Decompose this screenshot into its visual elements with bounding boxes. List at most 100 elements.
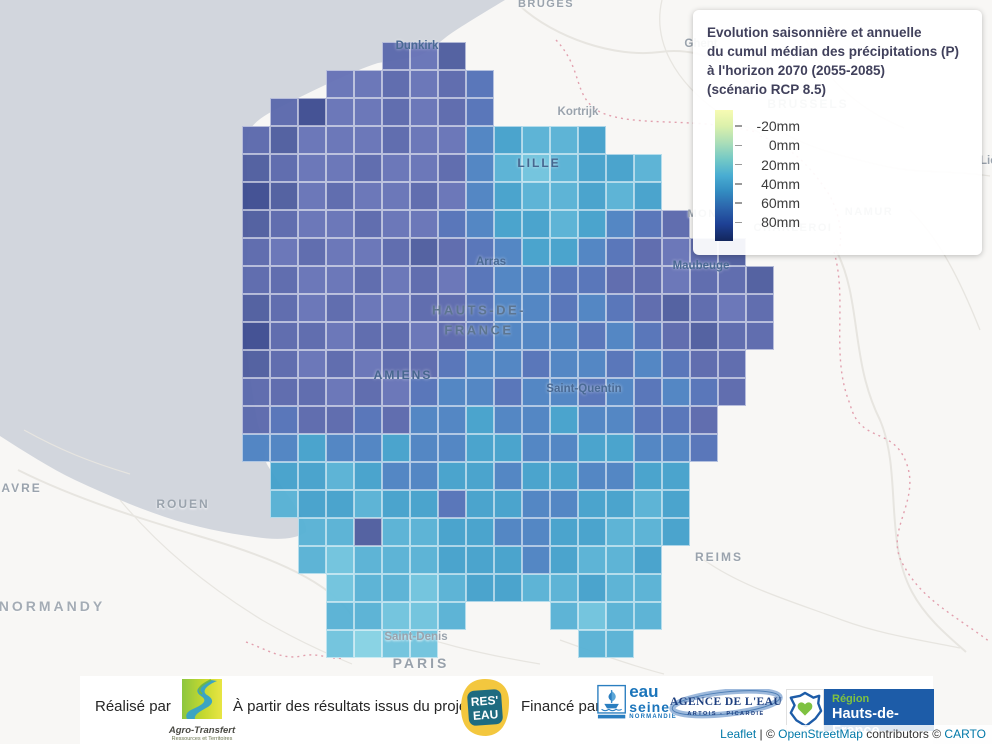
grid-cell[interactable]: [634, 574, 662, 602]
grid-cell[interactable]: [410, 322, 438, 350]
grid-cell[interactable]: [718, 266, 746, 294]
grid-cell[interactable]: [326, 238, 354, 266]
grid-cell[interactable]: [466, 434, 494, 462]
grid-cell[interactable]: [382, 378, 410, 406]
grid-cell[interactable]: [522, 350, 550, 378]
grid-cell[interactable]: [382, 126, 410, 154]
grid-cell[interactable]: [382, 210, 410, 238]
grid-cell[interactable]: [606, 462, 634, 490]
grid-cell[interactable]: [354, 98, 382, 126]
grid-cell[interactable]: [410, 154, 438, 182]
grid-cell[interactable]: [550, 406, 578, 434]
grid-cell[interactable]: [550, 490, 578, 518]
grid-cell[interactable]: [298, 210, 326, 238]
grid-cell[interactable]: [298, 406, 326, 434]
grid-cell[interactable]: [438, 350, 466, 378]
grid-cell[interactable]: [494, 574, 522, 602]
grid-cell[interactable]: [662, 266, 690, 294]
grid-cell[interactable]: [606, 518, 634, 546]
grid-cell[interactable]: [410, 546, 438, 574]
grid-cell[interactable]: [242, 210, 270, 238]
grid-cell[interactable]: [550, 182, 578, 210]
grid-cell[interactable]: [326, 126, 354, 154]
grid-cell[interactable]: [298, 518, 326, 546]
grid-cell[interactable]: [298, 434, 326, 462]
grid-cell[interactable]: [326, 154, 354, 182]
grid-cell[interactable]: [354, 406, 382, 434]
grid-cell[interactable]: [550, 518, 578, 546]
grid-cell[interactable]: [662, 434, 690, 462]
grid-cell[interactable]: [298, 154, 326, 182]
grid-cell[interactable]: [550, 322, 578, 350]
grid-cell[interactable]: [270, 378, 298, 406]
grid-cell[interactable]: [606, 490, 634, 518]
grid-cell[interactable]: [354, 462, 382, 490]
grid-cell[interactable]: [550, 126, 578, 154]
grid-cell[interactable]: [494, 546, 522, 574]
grid-cell[interactable]: [718, 350, 746, 378]
grid-cell[interactable]: [550, 602, 578, 630]
grid-cell[interactable]: [382, 154, 410, 182]
grid-cell[interactable]: [466, 154, 494, 182]
grid-cell[interactable]: [270, 462, 298, 490]
grid-cell[interactable]: [382, 294, 410, 322]
grid-cell[interactable]: [326, 602, 354, 630]
grid-cell[interactable]: [438, 378, 466, 406]
grid-cell[interactable]: [326, 98, 354, 126]
grid-cell[interactable]: [438, 322, 466, 350]
grid-cell[interactable]: [578, 406, 606, 434]
grid-cell[interactable]: [578, 602, 606, 630]
grid-cell[interactable]: [410, 238, 438, 266]
grid-cell[interactable]: [522, 546, 550, 574]
grid-cell[interactable]: [578, 378, 606, 406]
grid-cell[interactable]: [578, 266, 606, 294]
grid-cell[interactable]: [298, 238, 326, 266]
grid-cell[interactable]: [270, 294, 298, 322]
grid-cell[interactable]: [522, 182, 550, 210]
grid-cell[interactable]: [662, 378, 690, 406]
grid-cell[interactable]: [578, 490, 606, 518]
grid-cell[interactable]: [606, 406, 634, 434]
grid-cell[interactable]: [522, 126, 550, 154]
grid-cell[interactable]: [578, 238, 606, 266]
grid-cell[interactable]: [410, 70, 438, 98]
grid-cell[interactable]: [634, 322, 662, 350]
grid-cell[interactable]: [354, 154, 382, 182]
grid-cell[interactable]: [326, 378, 354, 406]
grid-cell[interactable]: [410, 574, 438, 602]
grid-cell[interactable]: [326, 266, 354, 294]
grid-cell[interactable]: [382, 322, 410, 350]
grid-cell[interactable]: [578, 126, 606, 154]
grid-cell[interactable]: [242, 154, 270, 182]
grid-cell[interactable]: [466, 266, 494, 294]
grid-cell[interactable]: [690, 350, 718, 378]
grid-cell[interactable]: [410, 266, 438, 294]
grid-cell[interactable]: [438, 546, 466, 574]
grid-cell[interactable]: [382, 350, 410, 378]
grid-cell[interactable]: [634, 210, 662, 238]
grid-cell[interactable]: [354, 350, 382, 378]
grid-cell[interactable]: [354, 434, 382, 462]
grid-cell[interactable]: [438, 266, 466, 294]
grid-cell[interactable]: [382, 98, 410, 126]
grid-cell[interactable]: [494, 462, 522, 490]
carto-link[interactable]: CARTO: [944, 727, 986, 741]
grid-cell[interactable]: [438, 518, 466, 546]
grid-cell[interactable]: [438, 406, 466, 434]
grid-cell[interactable]: [662, 294, 690, 322]
grid-cell[interactable]: [242, 378, 270, 406]
grid-cell[interactable]: [690, 406, 718, 434]
grid-cell[interactable]: [242, 322, 270, 350]
grid-cell[interactable]: [438, 70, 466, 98]
grid-cell[interactable]: [326, 182, 354, 210]
grid-cell[interactable]: [466, 490, 494, 518]
grid-cell[interactable]: [382, 574, 410, 602]
grid-cell[interactable]: [354, 546, 382, 574]
grid-cell[interactable]: [522, 322, 550, 350]
grid-cell[interactable]: [606, 154, 634, 182]
grid-cell[interactable]: [438, 98, 466, 126]
grid-cell[interactable]: [606, 630, 634, 658]
grid-cell[interactable]: [550, 238, 578, 266]
grid-cell[interactable]: [494, 490, 522, 518]
